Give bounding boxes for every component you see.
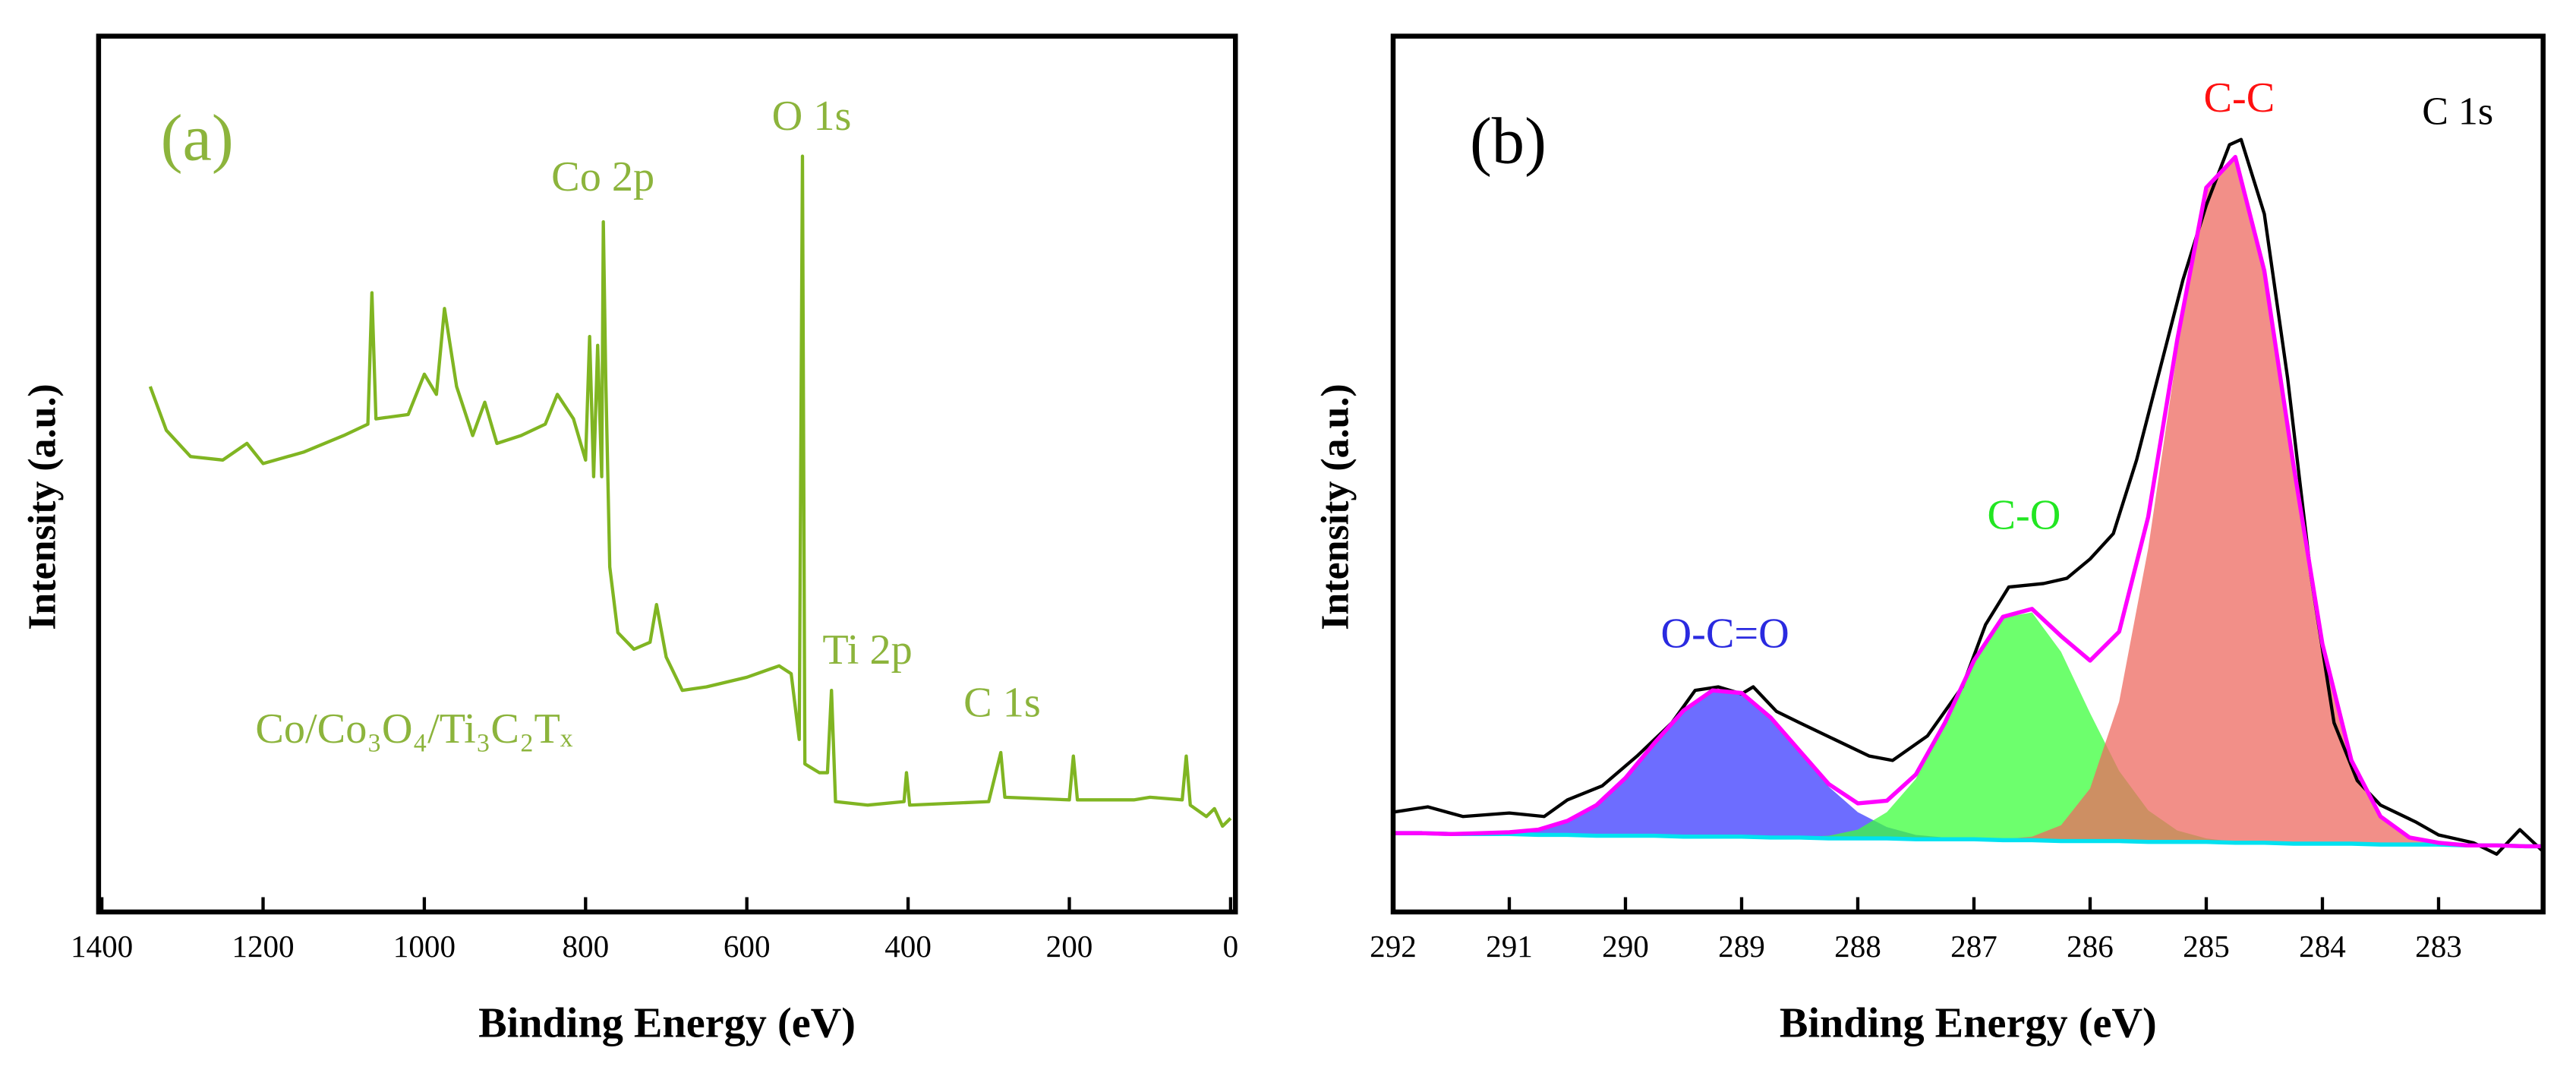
x-tick-label: 284 (2299, 929, 2346, 964)
frame (96, 33, 1238, 915)
x-tick-label: 289 (1718, 929, 1765, 964)
x-tick-label: 800 (562, 929, 609, 964)
x-tick-label: 200 (1046, 929, 1093, 964)
x-tick-label: 1200 (232, 929, 294, 964)
annotation: (b) (1470, 105, 1547, 178)
x-tick-label: 0 (1223, 929, 1239, 964)
x-tick-label: 292 (1370, 929, 1417, 964)
x-tick-label: 291 (1486, 929, 1533, 964)
x-tick-label: 288 (1834, 929, 1881, 964)
x-tick-label: 290 (1602, 929, 1649, 964)
x-tick-label: 283 (2415, 929, 2462, 964)
peak-label: C-C (2203, 74, 2275, 122)
x-tick-label: 600 (724, 929, 771, 964)
x-tick-label: 1000 (393, 929, 456, 964)
x-tick-label: 400 (884, 929, 932, 964)
x-tick-label: 287 (1950, 929, 1997, 964)
y-axis-title: Intensity (a.u.) (21, 383, 65, 630)
peak-label: O-C=O (1660, 610, 1789, 657)
annotation: O 1s (772, 93, 852, 140)
peak-area (1392, 690, 2543, 847)
x-axis-title: Binding Energy (eV) (1780, 999, 2157, 1046)
annotation: C 1s (2422, 90, 2493, 133)
annotation: Co 2p (551, 153, 654, 200)
peak-area (1392, 612, 2543, 847)
plot-area (148, 154, 1232, 828)
x-tick-label: 286 (2067, 929, 2114, 964)
x-tick-label: 285 (2183, 929, 2230, 964)
spectrum (148, 154, 1232, 828)
peak-area (1392, 157, 2543, 847)
peak-label: C-O (1987, 492, 2060, 539)
x-tick-label: 1400 (71, 929, 133, 964)
raw-data (1392, 137, 2543, 856)
annotation: (a) (161, 101, 234, 174)
y-axis-title: Intensity (a.u.) (1314, 383, 1357, 630)
fit-envelope (1392, 155, 2543, 849)
frame (1390, 33, 2546, 915)
plot-area: O-C=O C-O C-C (1392, 74, 2543, 856)
annotation: C 1s (963, 679, 1041, 726)
annotation: Ti 2p (822, 626, 912, 674)
x-axis-title: Binding Energy (eV) (478, 999, 856, 1046)
baseline (1392, 831, 2543, 849)
annotation: Co/Co₃O₄/Ti₃C₂Tₓ (255, 705, 572, 753)
